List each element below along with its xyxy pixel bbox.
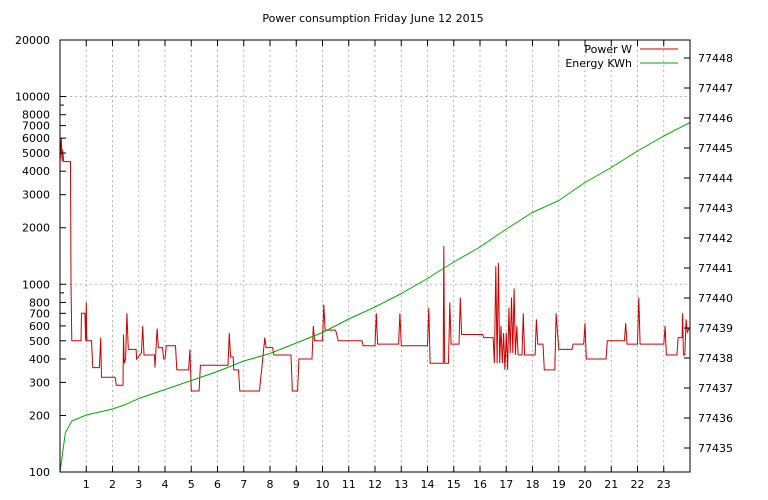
y-left-tick-label: 4000 (22, 165, 50, 178)
x-tick-label: 16 (473, 478, 487, 491)
y-right-tick-label: 77446 (698, 112, 733, 125)
energy-series-line (59, 122, 691, 473)
y-left-tick-label: 20000 (15, 34, 50, 47)
y-right-tick-label: 77438 (698, 352, 733, 365)
x-tick-label: 8 (267, 478, 274, 491)
y-left-tick-label: 7000 (22, 120, 50, 133)
x-tick-label: 14 (421, 478, 435, 491)
y-right-tick-label: 77436 (698, 412, 733, 425)
y-right-tick-label: 77444 (698, 172, 733, 185)
y-right-tick-label: 77441 (698, 262, 733, 275)
y-right-tick-label: 77445 (698, 142, 733, 155)
grid-layer (60, 40, 690, 473)
y-right-tick-label: 77439 (698, 322, 733, 335)
legend-label-energy: Energy KWh (565, 57, 632, 70)
y-right-tick-label: 77437 (698, 382, 733, 395)
x-tick-label: 13 (394, 478, 408, 491)
x-tick-label: 15 (447, 478, 461, 491)
y-left-tick-label: 200 (29, 409, 50, 422)
x-tick-label: 6 (214, 478, 221, 491)
chart-title: Power consumption Friday June 12 2015 (262, 12, 483, 25)
x-tick-label: 3 (135, 478, 142, 491)
y-left-tick-label: 700 (29, 307, 50, 320)
x-tick-label: 9 (293, 478, 300, 491)
y-left-tick-label: 8000 (22, 109, 50, 122)
x-tick-label: 4 (162, 478, 169, 491)
y-left-tick-label: 500 (29, 335, 50, 348)
x-tick-label: 7 (240, 478, 247, 491)
y-left-tick-label: 5000 (22, 147, 50, 160)
x-tick-label: 5 (188, 478, 195, 491)
x-tick-label: 19 (552, 478, 566, 491)
power-series-line (59, 138, 690, 392)
x-tick-label: 11 (342, 478, 356, 491)
y-right-tick-label: 77443 (698, 202, 733, 215)
y-left-tick-label: 400 (29, 353, 50, 366)
x-tick-label: 1 (83, 478, 90, 491)
x-tick-label: 23 (657, 478, 671, 491)
y-left-tick-label: 100 (29, 466, 50, 479)
y-right-tick-label: 77440 (698, 292, 733, 305)
y-right-tick-label: 77448 (698, 52, 733, 65)
x-tick-label: 10 (316, 478, 330, 491)
y-left-tick-label: 600 (29, 320, 50, 333)
y-left-tick-label: 3000 (22, 189, 50, 202)
x-tick-label: 20 (578, 478, 592, 491)
legend: Power W Energy KWh (565, 43, 678, 70)
x-tick-label: 12 (368, 478, 382, 491)
x-tick-label: 22 (631, 478, 645, 491)
x-tick-label: 18 (526, 478, 540, 491)
y-left-tick-label: 300 (29, 376, 50, 389)
x-tick-label: 17 (499, 478, 513, 491)
x-tick-label: 21 (604, 478, 618, 491)
y-left-tick-label: 1000 (22, 278, 50, 291)
y-right-tick-label: 77442 (698, 232, 733, 245)
y-left-tick-label: 10000 (15, 91, 50, 104)
x-tick-label: 2 (109, 478, 116, 491)
legend-label-power: Power W (584, 43, 632, 56)
axis-layer: 1 2 3 4 5 6 7 8 9 10 11 12 13 14 15 16 17 18 19 20 21 22 23100… (15, 34, 733, 491)
y-right-tick-label: 77447 (698, 82, 733, 95)
series-layer (59, 122, 691, 473)
y-left-tick-label: 800 (29, 296, 50, 309)
y-left-tick-label: 6000 (22, 132, 50, 145)
y-right-tick-label: 77435 (698, 442, 733, 455)
y-left-tick-label: 2000 (22, 222, 50, 235)
